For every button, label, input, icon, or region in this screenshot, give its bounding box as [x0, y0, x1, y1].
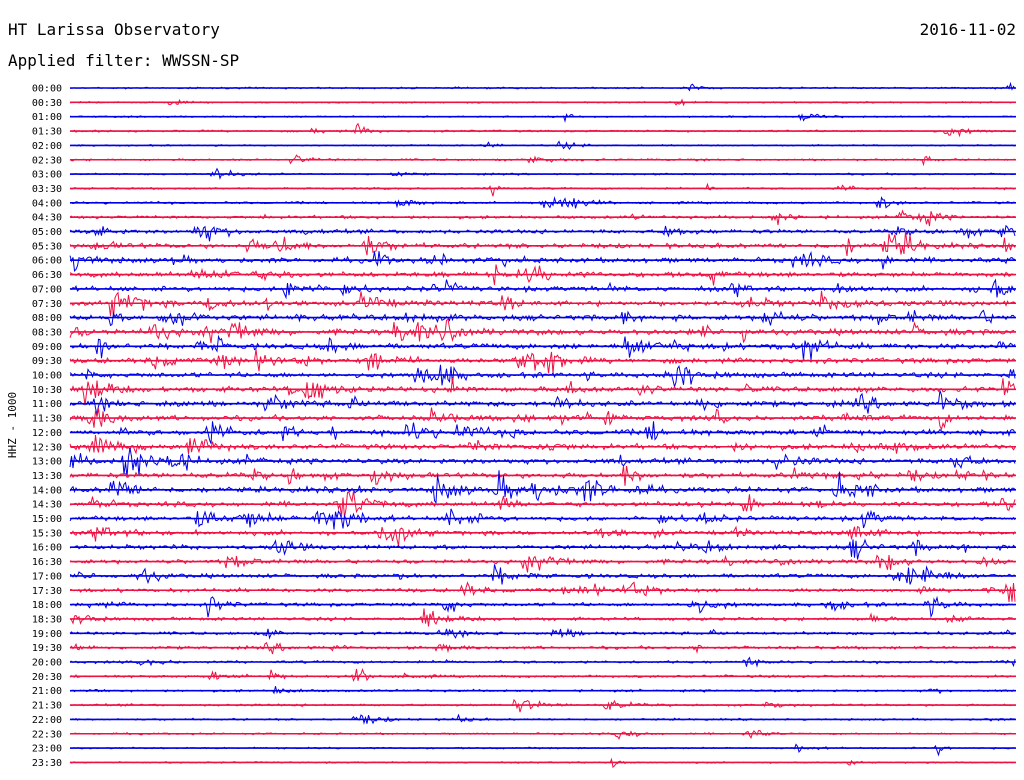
row-time-label: 17:00 [32, 571, 62, 582]
row-time-label: 05:00 [32, 227, 62, 238]
seismogram-trace [69, 554, 1016, 573]
row-time-label: 21:00 [32, 686, 62, 697]
row-time-label: 14:00 [32, 485, 62, 496]
date-label: 2016-11-02 [919, 20, 1016, 39]
row-time-label: 22:00 [32, 715, 62, 726]
row-time-label: 15:30 [32, 528, 62, 539]
row-time-label: 12:30 [32, 442, 62, 453]
row-time-label: 07:00 [32, 284, 62, 295]
seismogram-trace [69, 538, 1016, 560]
row-time-label: 20:30 [32, 672, 62, 683]
row-time-label: 10:00 [32, 371, 62, 382]
row-time-label: 11:30 [32, 414, 62, 425]
station-title: HT Larissa Observatory [8, 20, 220, 39]
seismogram-trace [69, 608, 1016, 627]
seismogram-trace [69, 377, 1016, 406]
seismogram-trace [69, 447, 1016, 478]
row-time-label: 12:00 [32, 428, 62, 439]
row-time-label: 03:00 [32, 170, 62, 181]
seismogram-trace [69, 743, 1016, 757]
filter-label: Applied filter: WWSSN-SP [8, 51, 240, 70]
row-time-label: 19:00 [32, 629, 62, 640]
seismogram-trace [69, 113, 1015, 123]
row-time-label: 23:30 [32, 758, 62, 769]
seismogram-trace [69, 182, 1016, 197]
row-time-label: 18:00 [32, 600, 62, 611]
row-time-label: 02:30 [32, 155, 62, 166]
row-time-label: 09:00 [32, 342, 62, 353]
row-time-label: 16:00 [32, 543, 62, 554]
row-time-label: 14:30 [32, 500, 62, 511]
row-time-label: 00:30 [32, 98, 62, 109]
seismogram-trace [69, 290, 1016, 318]
seismogram-trace [69, 667, 1016, 683]
seismogram-trace [69, 224, 1016, 242]
row-time-label: 08:00 [32, 313, 62, 324]
seismogram-trace [69, 581, 1016, 603]
seismogram-trace [69, 595, 1016, 619]
row-time-label: 19:30 [32, 643, 62, 654]
channel-axis-label: HHZ - 1000 [6, 392, 19, 458]
seismogram-trace [69, 564, 1015, 585]
row-time-label: 06:30 [32, 270, 62, 281]
row-time-label: 09:30 [32, 356, 62, 367]
row-time-label: 10:30 [32, 385, 62, 396]
seismogram-trace [69, 209, 1015, 227]
seismogram-trace [69, 122, 1016, 138]
row-time-label: 00:00 [32, 84, 62, 95]
seismogram-trace [69, 231, 1016, 256]
seismogram-trace [69, 698, 1016, 713]
seismogram-trace [69, 390, 1016, 415]
seismogram-trace [69, 250, 1015, 273]
row-time-label: 21:30 [32, 701, 62, 712]
row-time-label: 03:30 [32, 184, 62, 195]
seismogram-trace [69, 686, 1016, 695]
row-time-label: 02:00 [32, 141, 62, 152]
row-time-label: 06:00 [32, 256, 62, 267]
seismogram-trace [69, 525, 1016, 546]
row-time-label: 04:00 [32, 198, 62, 209]
seismogram-trace [69, 730, 1016, 740]
row-time-label: 13:30 [32, 471, 62, 482]
row-time-label: 11:00 [32, 399, 62, 410]
seismogram-trace [69, 264, 1016, 286]
seismogram-trace [69, 81, 1016, 92]
row-time-label: 23:00 [32, 744, 62, 755]
row-time-label: 18:30 [32, 614, 62, 625]
row-time-label: 01:30 [32, 127, 62, 138]
row-time-label: 08:30 [32, 327, 62, 338]
row-time-label: 15:00 [32, 514, 62, 525]
row-time-label: 13:00 [32, 457, 62, 468]
row-time-label: 22:30 [32, 729, 62, 740]
row-time-label: 17:30 [32, 586, 62, 597]
row-time-label: 04:30 [32, 213, 62, 224]
row-time-label: 07:30 [32, 299, 62, 310]
row-time-label: 20:00 [32, 658, 62, 669]
row-time-label: 01:00 [32, 112, 62, 123]
row-time-label: 05:30 [32, 241, 62, 252]
row-time-label: 16:30 [32, 557, 62, 568]
